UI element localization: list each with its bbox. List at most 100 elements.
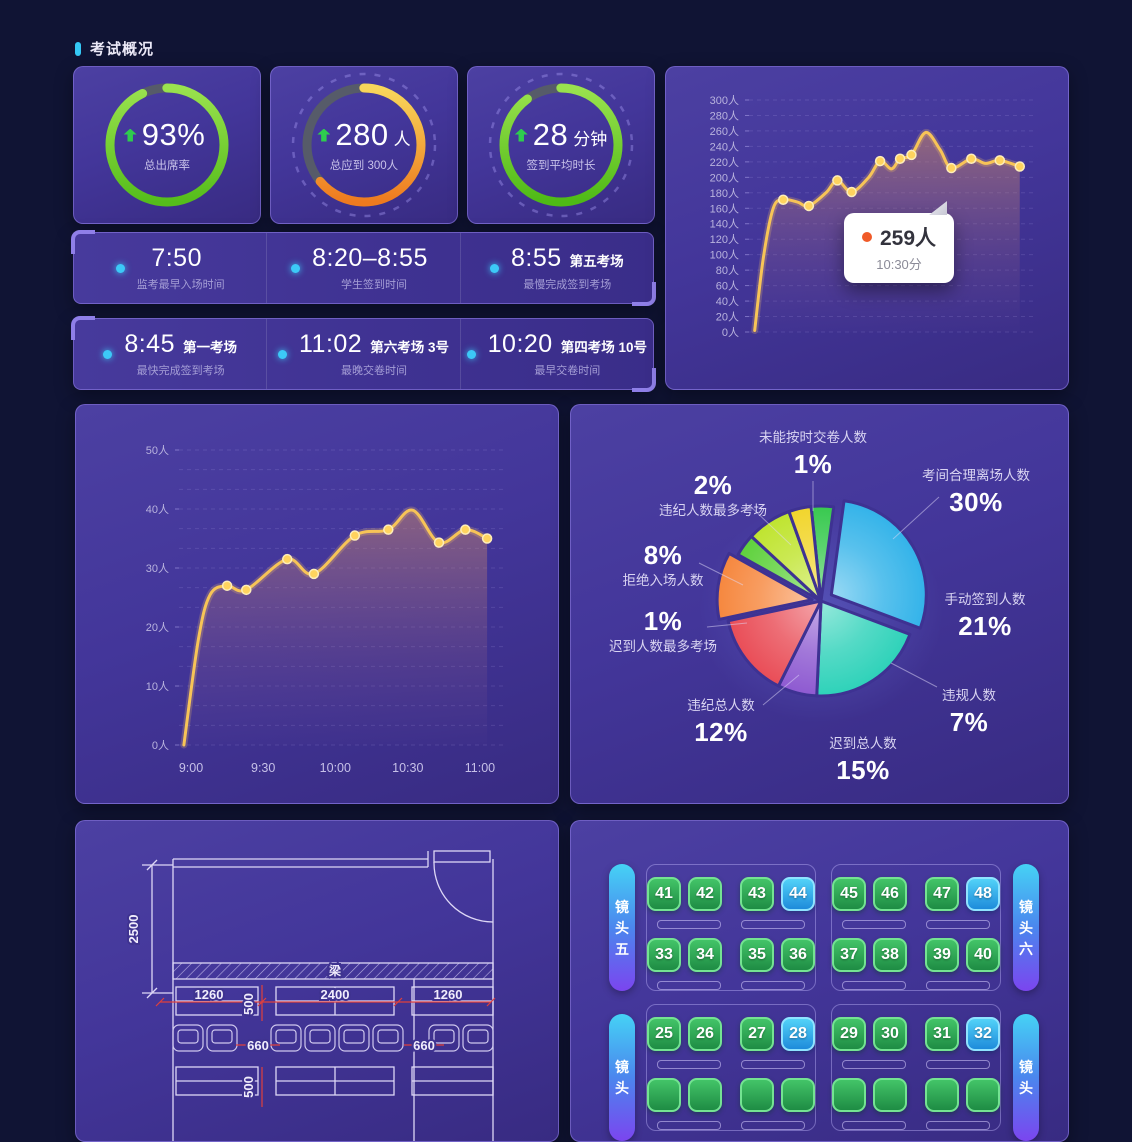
signin-trend-room-card: 0人 10人 20人 30人 40人 50人 9:00 9:30 10:00 10:30 11:00 — [75, 404, 559, 804]
time-suffix: 第一考场 — [183, 340, 237, 355]
pie-slice[interactable] — [787, 505, 823, 603]
seat-block: 41 42 43 44 33 34 35 36 — [646, 864, 816, 991]
desk-bar — [842, 1060, 906, 1069]
seat[interactable]: 35 — [740, 938, 774, 972]
desk-bar — [926, 920, 990, 929]
time-label: 学生签到时间 — [340, 279, 407, 291]
time-suffix: 第五考场 — [569, 254, 624, 269]
exam-anomaly-pie-card: 未能按时交卷人数 1% 考间合理离场人数 30% 手动签到人数 21% 违规人数 7% 迟到总人… — [570, 404, 1069, 804]
time-value: 10:20 — [487, 330, 553, 358]
desk-bar — [657, 1121, 721, 1130]
svg-text:240人: 240人 — [710, 140, 739, 153]
seat[interactable] — [873, 1078, 907, 1112]
seat[interactable]: 41 — [647, 877, 681, 911]
desk-bar — [842, 920, 906, 929]
desk-bar — [741, 1060, 805, 1069]
seat[interactable]: 42 — [688, 877, 722, 911]
seat[interactable]: 28 — [781, 1017, 815, 1051]
attendance-rate-gauge — [105, 83, 229, 207]
seat[interactable]: 44 — [781, 877, 815, 911]
seat[interactable]: 32 — [966, 1017, 1000, 1051]
camera-label-pill: 镜头 — [1013, 1014, 1039, 1141]
time-stats-row-1: 7:50 监考最早入场时间 8:20–8:55 学生签到时间 8:55 第五考场… — [71, 230, 656, 306]
camera-label-pill: 镜头六 — [1013, 864, 1039, 991]
time-label: 最晚交卷时间 — [340, 365, 407, 377]
seat[interactable]: 48 — [966, 877, 1000, 911]
seat[interactable]: 37 — [832, 938, 866, 972]
section-marker-icon — [75, 41, 81, 56]
seat[interactable] — [740, 1078, 774, 1112]
desk-bar — [842, 981, 906, 990]
seat[interactable]: 31 — [925, 1017, 959, 1051]
desk-bar — [741, 1121, 805, 1130]
dim-label: 500 — [241, 1076, 256, 1098]
bullet-dot-icon — [103, 349, 113, 359]
stat-value: 93% — [141, 117, 206, 152]
seat[interactable]: 38 — [873, 938, 907, 972]
desk-bar — [741, 920, 805, 929]
svg-text:30人: 30人 — [146, 562, 169, 575]
seat[interactable] — [688, 1078, 722, 1112]
svg-text:180人: 180人 — [710, 187, 739, 200]
svg-text:40人: 40人 — [146, 503, 169, 516]
seat[interactable]: 47 — [925, 877, 959, 911]
desk-bar — [926, 1060, 990, 1069]
stat-card-avg-signin-time: 28 分钟 签到平均时长 — [467, 66, 655, 224]
seat[interactable]: 29 — [832, 1017, 866, 1051]
seat[interactable]: 43 — [740, 877, 774, 911]
seat[interactable] — [832, 1078, 866, 1112]
dim-label: 2500 — [126, 915, 141, 944]
stat-unit: 分钟 — [573, 130, 608, 149]
time-stat-fastest-signin-room: 8:45 第一考场 最快完成签到考场 — [74, 319, 268, 389]
seat[interactable]: 30 — [873, 1017, 907, 1051]
seat[interactable] — [781, 1078, 815, 1112]
stat-label: 总应到 300人 — [329, 160, 399, 172]
time-stat-student-signin-window: 8:20–8:55 学生签到时间 — [267, 233, 461, 303]
time-label: 最快完成签到考场 — [136, 365, 225, 377]
seat[interactable]: 45 — [832, 877, 866, 911]
seat[interactable]: 34 — [688, 938, 722, 972]
pie-slice[interactable] — [715, 551, 814, 621]
floor-plan-drawing: 1260 2400 1260 660 660 500 500 2500 梁 — [124, 850, 496, 1141]
signin-trend-overview-card: 0人 20人 40人 60人 80人 100人 120人 140人 160人 180人 200人 22… — [665, 66, 1069, 390]
time-label: 最慢完成签到考场 — [523, 279, 612, 291]
svg-text:80人: 80人 — [716, 264, 739, 277]
svg-text:220人: 220人 — [710, 156, 739, 169]
signin-trend-room-chart: 0人 10人 20人 30人 40人 50人 9:00 9:30 10:00 10:30 11:00 — [146, 444, 504, 775]
pie-slice[interactable] — [829, 499, 928, 630]
seat[interactable]: 26 — [688, 1017, 722, 1051]
time-suffix: 第四考场 10号 — [560, 340, 647, 355]
seat[interactable]: 33 — [647, 938, 681, 972]
seat[interactable]: 46 — [873, 877, 907, 911]
seat[interactable] — [966, 1078, 1000, 1112]
seat[interactable]: 25 — [647, 1017, 681, 1051]
bullet-dot-icon — [115, 263, 125, 273]
seat[interactable]: 27 — [740, 1017, 774, 1051]
desk-bar — [842, 1121, 906, 1130]
svg-text:10:00: 10:00 — [320, 761, 351, 775]
tooltip-dot-icon — [862, 232, 872, 242]
seat[interactable] — [925, 1078, 959, 1112]
desk-bar — [741, 981, 805, 990]
svg-text:120人: 120人 — [710, 233, 739, 246]
bullet-dot-icon — [466, 349, 476, 359]
time-value: 11:02 — [299, 330, 363, 358]
tooltip-value: 259人 — [880, 227, 937, 250]
seat[interactable] — [647, 1078, 681, 1112]
seat[interactable]: 36 — [781, 938, 815, 972]
time-stat-earliest-proctor-entry: 7:50 监考最早入场时间 — [74, 233, 268, 303]
gauge-center: 93% 总出席率 — [92, 70, 242, 220]
trend-up-icon — [514, 128, 528, 142]
section-title: 考试概况 — [90, 41, 155, 58]
exam-room-floorplan-card: 1260 2400 1260 660 660 500 500 2500 梁 — [75, 820, 559, 1142]
trend-up-icon — [123, 128, 137, 142]
plan-chairs — [172, 1024, 494, 1052]
pie-slice[interactable] — [815, 599, 912, 698]
seat[interactable]: 39 — [925, 938, 959, 972]
stat-unit: 人 — [393, 130, 411, 149]
stat-card-signed-in: 280 人 总应到 300人 — [270, 66, 458, 224]
seat[interactable]: 40 — [966, 938, 1000, 972]
dim-label: 660 — [247, 1038, 269, 1053]
plan-dimension-lines — [155, 985, 496, 1107]
desk-bar — [657, 1060, 721, 1069]
